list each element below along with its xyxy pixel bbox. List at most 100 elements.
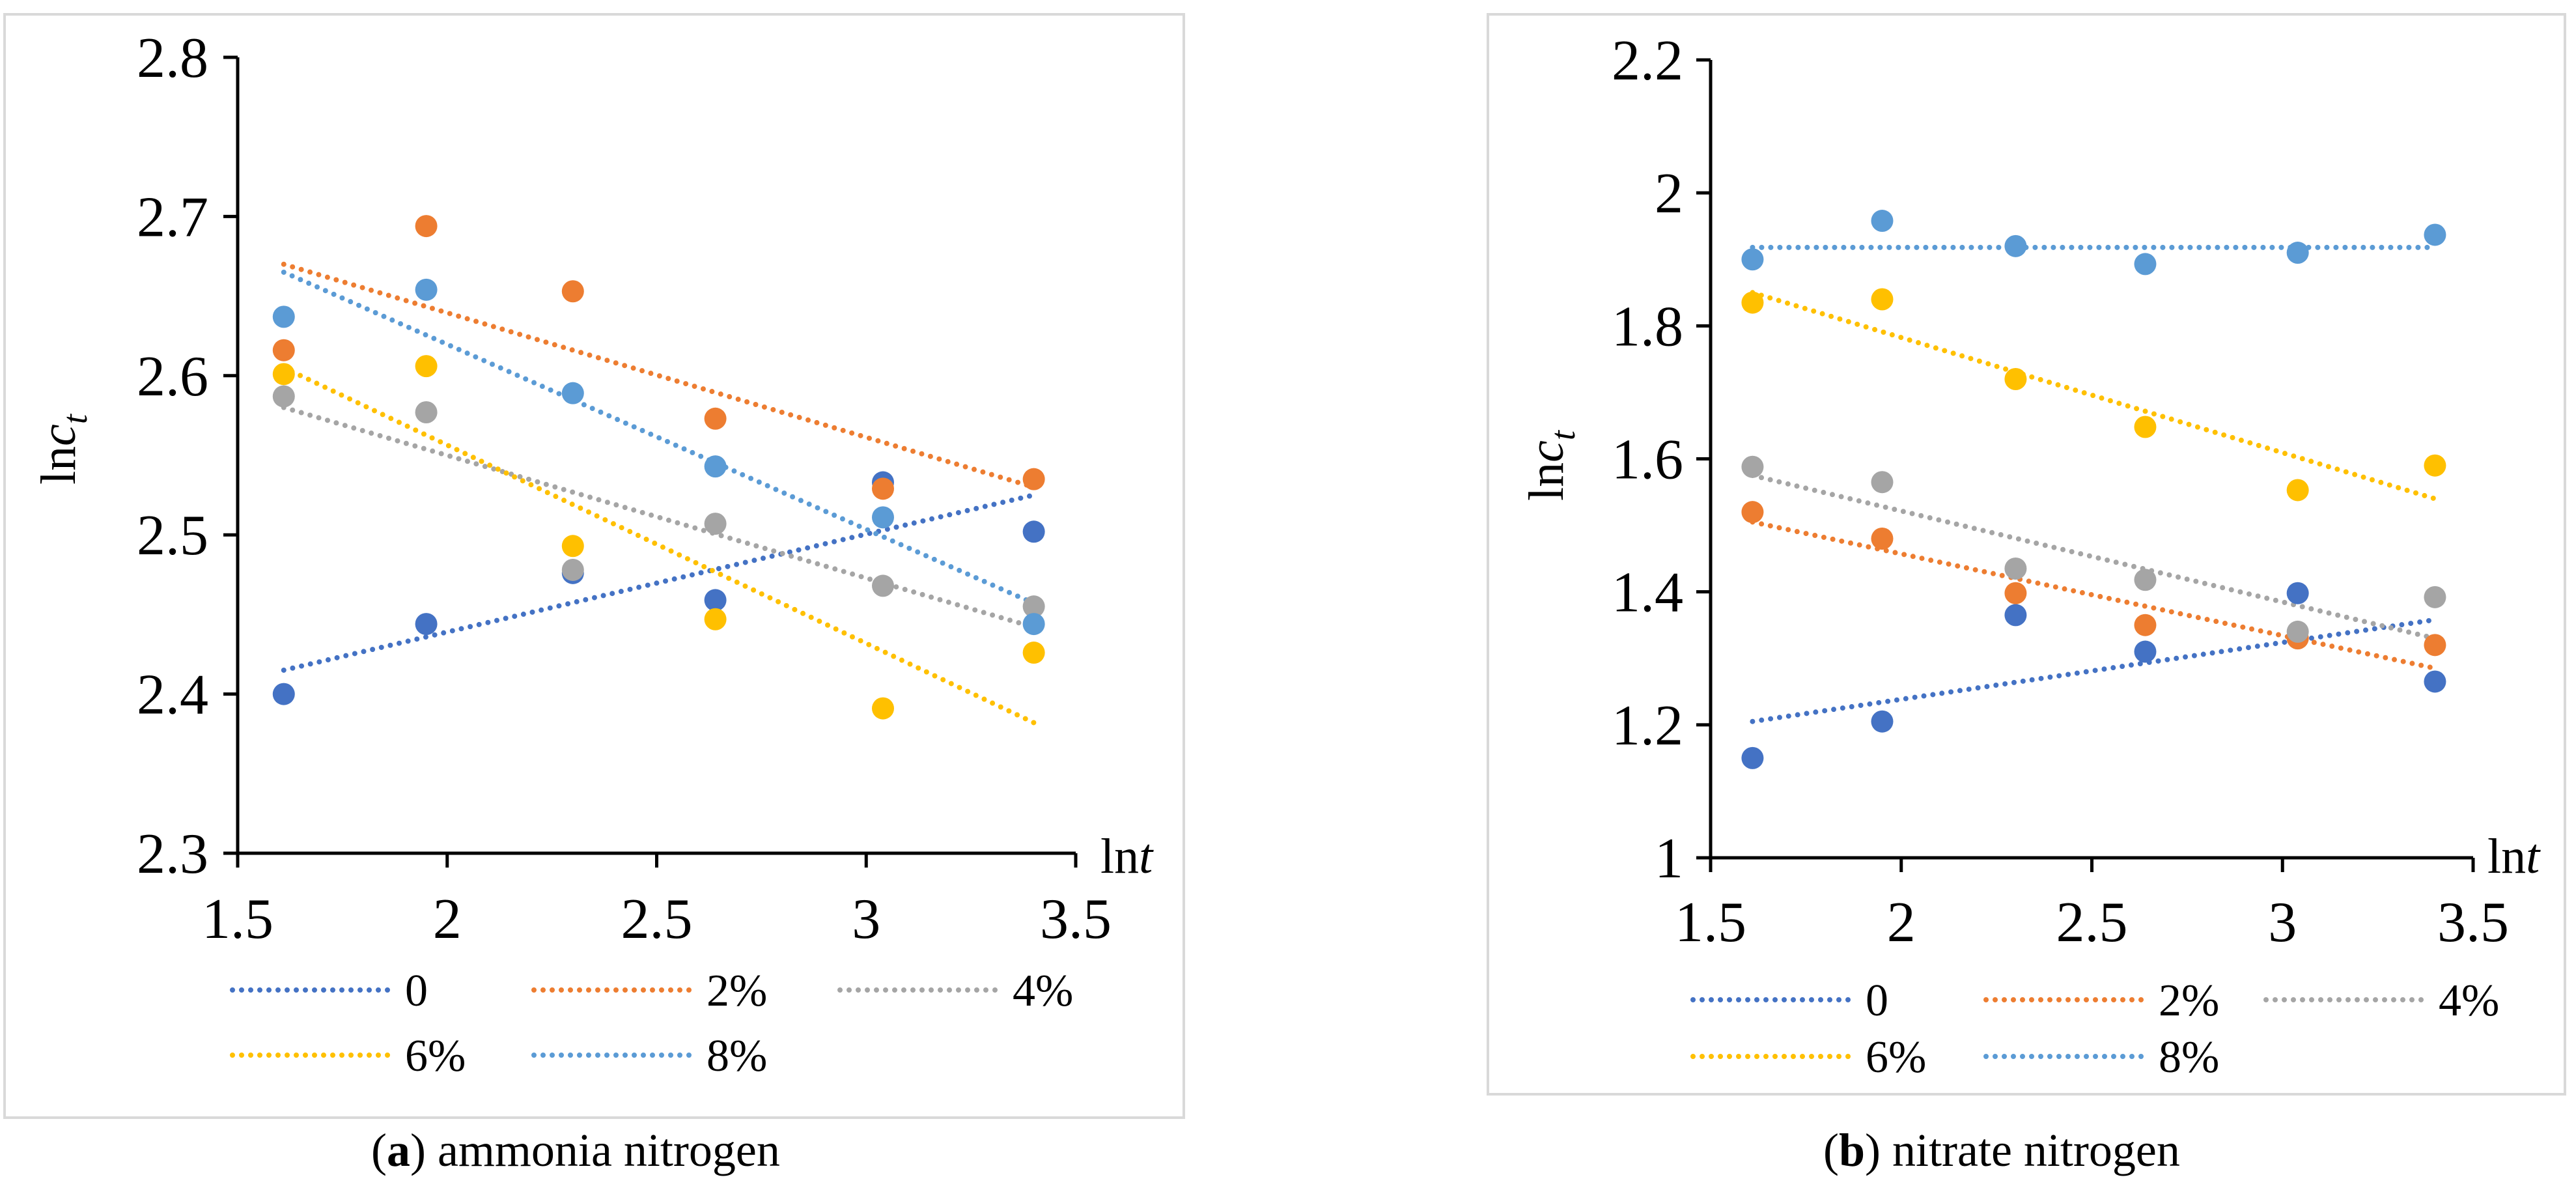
point-8% [871,506,894,529]
point-2% [2424,634,2446,657]
trendline-8% [281,269,1037,606]
point-4% [2004,557,2027,580]
point-4% [1871,471,1894,494]
point-8% [2004,234,2027,257]
point-6% [1871,288,1894,311]
x-tick-label: 3.5 [1040,888,1112,951]
point-6% [415,355,438,378]
point-0 [1871,710,1894,733]
point-0 [2286,582,2309,604]
legend-label: 0 [1866,976,1888,1026]
point-4% [1022,595,1045,618]
chart-panel-b [1487,13,2566,1096]
point-0 [272,683,295,705]
legend-label: 6% [1866,1032,1926,1082]
y-tick-label: 1.2 [1612,694,1683,757]
trendline-6% [1750,290,2438,502]
x-tick-label: 2 [433,888,462,951]
y-tick-label: 2.4 [137,664,208,727]
y-tick-label: 2.6 [137,345,208,408]
y-tick-label: 2.3 [137,823,208,886]
trendline-2% [281,261,1037,490]
legend-label: 4% [2439,976,2499,1026]
legend-label: 8% [707,1031,767,1081]
trendline-2% [1750,519,2438,672]
point-0 [1741,746,1764,769]
point-0 [1022,520,1045,543]
point-8% [1022,613,1045,636]
y-axis-label: lnct [31,413,94,485]
point-8% [1741,248,1764,271]
point-6% [2424,454,2446,477]
point-6% [871,697,894,720]
point-8% [1871,210,1894,233]
chart-panel-a [3,13,1185,1119]
y-axis-label: lnct [1519,429,1582,501]
point-2% [2004,582,2027,604]
point-6% [1741,291,1764,314]
x-tick-label: 1.5 [1675,891,1746,954]
point-2% [561,280,584,303]
x-tick-label: 3 [2268,891,2297,954]
x-tick-label: 2 [1887,891,1916,954]
point-4% [2424,586,2446,608]
point-2% [272,339,295,361]
point-6% [2286,479,2309,502]
chart-b: 1 1.2 1.4 1.6 1.8 2 2.2 1.5 2 2.5 3 3.5 lnt lnct 0 2% 4%… [1519,29,2541,1082]
trendline-4% [1750,473,2438,642]
y-tick-label: 1.8 [1612,295,1683,358]
caption-a: (a) ammonia nitrogen [371,1124,780,1176]
legend-label: 6% [405,1031,466,1081]
trendline-0 [1750,617,2438,724]
point-2% [871,477,894,500]
y-tick-label: 1.4 [1612,561,1683,625]
point-4% [2134,569,2157,591]
point-4% [704,513,727,535]
trendline-0 [281,492,1037,673]
point-8% [704,455,727,478]
point-2% [1741,501,1764,524]
trendline-4% [281,404,1037,630]
point-0 [704,589,727,612]
point-2% [1022,468,1045,490]
x-tick-label: 1.5 [202,888,273,951]
legend-label: 2% [707,966,767,1016]
x-axis-label: lnt [2487,829,2541,884]
y-tick-label: 2.8 [137,27,208,90]
point-8% [561,382,584,404]
point-2% [704,407,727,430]
point-2% [415,215,438,238]
point-4% [871,574,894,597]
trendline-6% [281,365,1037,726]
point-0 [415,613,438,636]
point-8% [272,305,295,328]
y-tick-label: 2.7 [137,186,208,249]
x-axis-label: lnt [1100,829,1154,884]
x-tick-label: 3 [852,888,880,951]
caption-b: (b) nitrate nitrogen [1823,1124,2180,1176]
y-tick-label: 2 [1655,162,1683,225]
point-6% [561,535,584,558]
y-tick-label: 1.6 [1612,429,1683,492]
point-6% [2004,368,2027,390]
point-6% [272,363,295,386]
point-4% [561,558,584,581]
point-8% [2286,242,2309,264]
point-4% [2286,620,2309,643]
point-2% [1871,528,1894,550]
point-8% [415,278,438,301]
point-0 [2424,670,2446,693]
y-tick-label: 1 [1655,827,1683,890]
point-6% [704,608,727,630]
point-4% [415,401,438,424]
point-4% [1741,455,1764,478]
point-8% [2134,253,2157,276]
point-4% [272,385,295,408]
point-8% [2424,223,2446,246]
y-tick-label: 2.2 [1612,29,1683,92]
point-0 [2004,604,2027,627]
x-tick-label: 2.5 [2056,891,2128,954]
point-0 [2134,640,2157,663]
